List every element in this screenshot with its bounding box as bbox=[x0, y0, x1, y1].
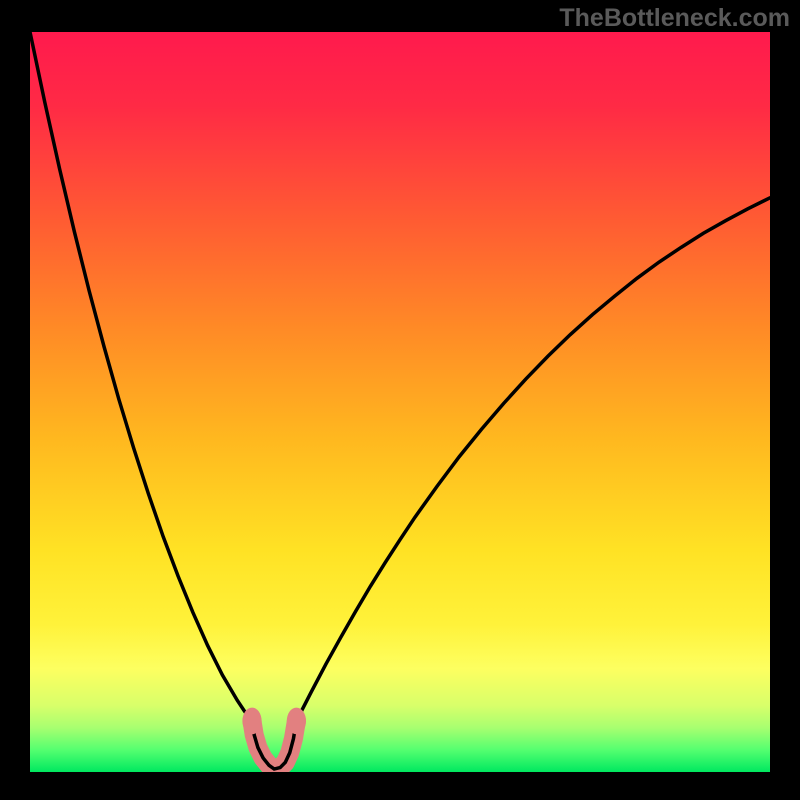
trough-node-0 bbox=[242, 708, 261, 735]
gradient-background bbox=[30, 32, 770, 772]
chart-container: TheBottleneck.com bbox=[0, 0, 800, 800]
watermark-text: TheBottleneck.com bbox=[559, 4, 790, 33]
plot-area bbox=[30, 32, 770, 772]
trough-node-1 bbox=[287, 708, 306, 735]
